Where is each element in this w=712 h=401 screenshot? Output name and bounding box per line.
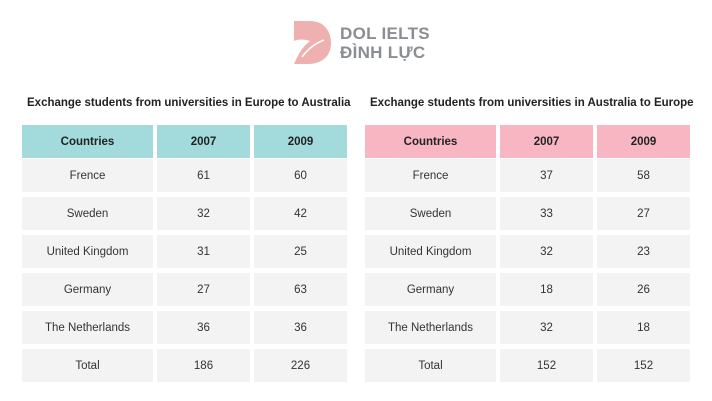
table-cell: 42 — [254, 197, 347, 230]
table-cell: 37 — [500, 159, 593, 192]
table-cell: The Netherlands — [365, 311, 496, 344]
brand-line2: ĐÌNH LỰC — [340, 43, 426, 62]
table-cell: 226 — [254, 349, 347, 382]
header-cell: Countries — [365, 125, 496, 158]
table-cell: 60 — [254, 159, 347, 192]
table-cell: 32 — [500, 311, 593, 344]
table-cell: The Netherlands — [22, 311, 153, 344]
table-cell: 36 — [157, 311, 250, 344]
table-cell: United Kingdom — [365, 235, 496, 268]
table-cell: 186 — [157, 349, 250, 382]
table-cell: 152 — [500, 349, 593, 382]
table-cell: Total — [365, 349, 496, 382]
table-cell: 31 — [157, 235, 250, 268]
table-cell: 36 — [254, 311, 347, 344]
dol-logo-icon — [294, 21, 331, 64]
table-cell: Total — [22, 349, 153, 382]
table-cell: 32 — [500, 235, 593, 268]
brand-name: DOL IELTS ĐÌNH LỰC — [340, 24, 430, 62]
table-cell: 18 — [597, 311, 690, 344]
table-cell: 63 — [254, 273, 347, 306]
table-cell: 26 — [597, 273, 690, 306]
table-cell: Sweden — [22, 197, 153, 230]
table-cell: 27 — [157, 273, 250, 306]
table-title-australia-to-europe: Exchange students from universities in A… — [370, 97, 694, 109]
table-cell: 32 — [157, 197, 250, 230]
table-cell: 33 — [500, 197, 593, 230]
table-title-europe-to-australia: Exchange students from universities in E… — [27, 97, 351, 109]
table-cell: Frence — [22, 159, 153, 192]
table-cell: 18 — [500, 273, 593, 306]
table-cell: 152 — [597, 349, 690, 382]
header-cell: 2009 — [597, 125, 690, 158]
brand-line1: DOL IELTS — [340, 24, 430, 43]
header-cell: 2007 — [157, 125, 250, 158]
table-cell: 61 — [157, 159, 250, 192]
table-cell: Germany — [22, 273, 153, 306]
table-cell: 58 — [597, 159, 690, 192]
table-cell: 27 — [597, 197, 690, 230]
header-cell: Countries — [22, 125, 153, 158]
header-cell: 2009 — [254, 125, 347, 158]
table-cell: Frence — [365, 159, 496, 192]
table-cell: 25 — [254, 235, 347, 268]
table-cell: 23 — [597, 235, 690, 268]
table-cell: Germany — [365, 273, 496, 306]
table-cell: Sweden — [365, 197, 496, 230]
table-cell: United Kingdom — [22, 235, 153, 268]
header-cell: 2007 — [500, 125, 593, 158]
